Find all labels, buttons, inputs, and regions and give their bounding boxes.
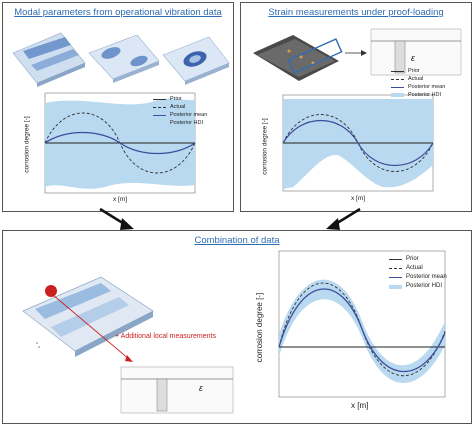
legend-label-hdi: Posterior HDI	[406, 283, 443, 289]
legend-swatch-prior	[153, 98, 166, 100]
panel-strain-measurements: Strain measurements under proof-loading …	[240, 2, 472, 212]
legend-label-mean: Posterior mean	[406, 274, 447, 280]
legend-swatch-prior	[391, 70, 404, 72]
highlight-box	[287, 38, 343, 74]
legend-top-right: Prior Actual Posterior mean Posterior HD…	[391, 67, 445, 99]
legend-swatch-mean	[391, 86, 404, 88]
legend-swatch-mean	[389, 277, 402, 278]
legend-label-hdi: Posterior HDI	[170, 120, 204, 126]
legend-label-mean: Posterior mean	[408, 84, 446, 90]
panel-title-strain: Strain measurements under proof-loading	[268, 7, 444, 18]
proof-loading-illustration	[253, 28, 462, 81]
legend-swatch-hdi	[391, 93, 404, 97]
arrow-left-icon	[99, 207, 134, 230]
legend-swatch-actual	[389, 268, 402, 269]
legend-label-prior: Prior	[170, 96, 182, 102]
legend-swatch-hdi	[153, 121, 166, 125]
xlabel-bottom: x [m]	[351, 401, 369, 410]
legend-label-actual: Actual	[406, 265, 423, 271]
flow-arrows	[99, 207, 361, 230]
panel-title-modal: Modal parameters from operational vibrat…	[14, 7, 222, 18]
ylabel-top-left: corrosion degree [-]	[23, 116, 31, 173]
chart-top-right	[282, 94, 434, 192]
legend-swatch-hdi	[389, 284, 402, 289]
legend-label-actual: Actual	[170, 104, 186, 110]
arrow-right-icon	[326, 207, 361, 230]
xlabel-top-right: x [m]	[351, 195, 366, 202]
legend-label-mean: Posterior mean	[170, 112, 208, 118]
legend-label-prior: Prior	[408, 68, 420, 74]
legend-swatch-actual	[391, 78, 404, 80]
mode-shape-2	[88, 34, 160, 83]
measurement-point	[45, 285, 57, 297]
hdi-band-bottom	[279, 279, 445, 384]
mode-shape-1	[12, 32, 86, 87]
chart-combined	[278, 250, 446, 398]
strain-symbol: ε	[411, 53, 415, 63]
legend-label-prior: Prior	[406, 256, 419, 262]
legend-swatch-prior	[389, 259, 402, 260]
legend-swatch-mean	[153, 114, 166, 116]
panel-title-combination: Combination of data	[194, 235, 280, 246]
panel-combination: Combination of data + Additional local m…	[2, 230, 472, 424]
legend-label-actual: Actual	[408, 76, 424, 82]
bridge-deck-illustration	[22, 276, 234, 414]
xlabel-top-left: x [m]	[113, 196, 128, 203]
legend-top-left: Prior Actual Posterior mean Posterior HD…	[153, 95, 207, 127]
legend-label-hdi: Posterior HDI	[408, 92, 442, 98]
mode-shape-images	[12, 32, 230, 87]
annotation-local-measurements: + Additional local measurements	[115, 333, 216, 340]
ylabel-bottom: corrosion degree [-]	[255, 292, 265, 363]
legend-swatch-actual	[153, 106, 166, 108]
legend-bottom: Prior Actual Posterior mean Posterior HD…	[389, 255, 447, 291]
strain-symbol-bottom: ε	[199, 383, 203, 393]
ylabel-top-right: corrosion degree [-]	[261, 118, 269, 175]
panel-modal-parameters: Modal parameters from operational vibrat…	[2, 2, 234, 212]
posterior-mean-curve	[44, 131, 196, 155]
mode-shape-3	[162, 36, 230, 85]
